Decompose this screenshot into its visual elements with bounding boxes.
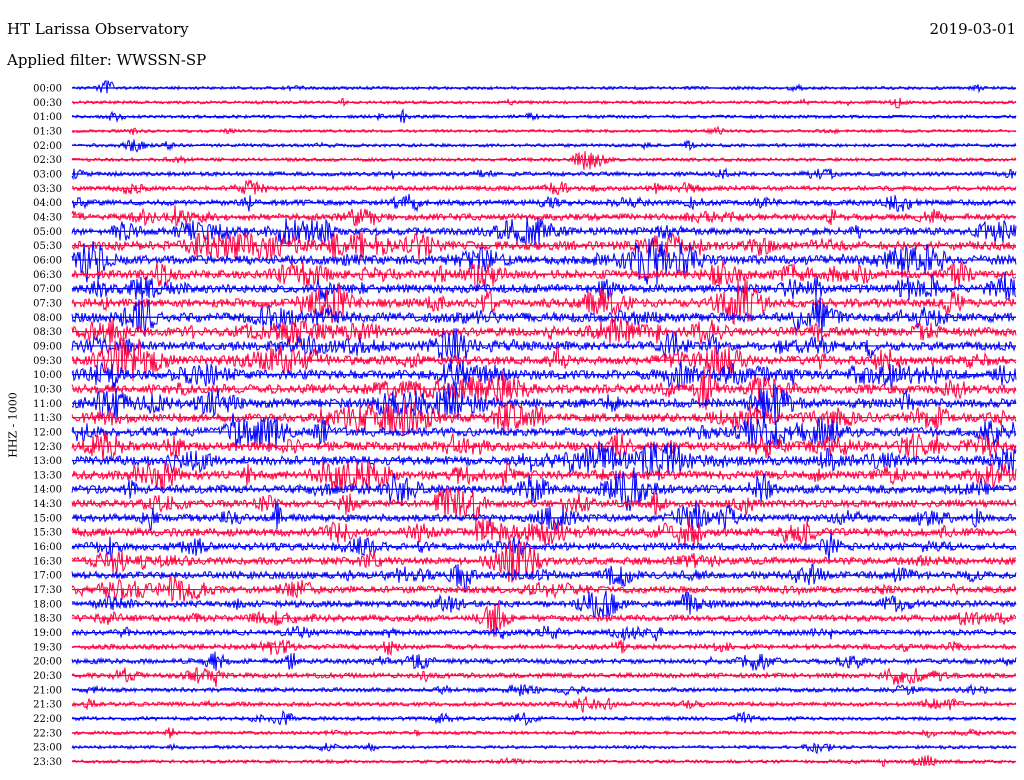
time-tick-label: 03:30 xyxy=(33,184,62,195)
time-tick-label: 00:30 xyxy=(33,98,62,109)
time-tick-label: 14:30 xyxy=(33,499,62,510)
time-tick-label: 23:30 xyxy=(33,757,62,768)
seismic-trace-0630 xyxy=(71,260,1017,292)
seismic-trace-1600 xyxy=(71,532,1017,561)
time-tick-label: 00:00 xyxy=(33,84,62,95)
time-tick-label: 19:00 xyxy=(33,628,62,639)
time-tick-label: 04:00 xyxy=(33,198,62,209)
seismic-trace-2030 xyxy=(71,666,1017,688)
time-tick-label: 19:30 xyxy=(33,642,62,653)
seismic-trace-0330 xyxy=(71,178,1017,196)
time-tick-label: 13:00 xyxy=(33,456,62,467)
time-tick-label: 10:00 xyxy=(33,370,62,381)
time-tick-label: 20:30 xyxy=(33,671,62,682)
time-tick-label: 04:30 xyxy=(33,212,62,223)
seismic-trace-1930 xyxy=(71,639,1017,657)
time-tick-label: 08:30 xyxy=(33,327,62,338)
time-tick-label: 07:30 xyxy=(33,298,62,309)
seismic-trace-1230 xyxy=(71,430,1017,463)
seismic-trace-2300 xyxy=(71,742,1017,755)
seismic-trace-0900 xyxy=(71,328,1017,362)
recording-date: 2019-03-01 xyxy=(929,20,1016,38)
time-tick-label: 17:00 xyxy=(33,571,62,582)
seismic-trace-1630 xyxy=(71,539,1017,583)
seismic-trace-0000 xyxy=(71,80,1017,94)
time-tick-label: 05:00 xyxy=(33,227,62,238)
seismic-trace-1430 xyxy=(71,487,1017,524)
seismic-trace-0600 xyxy=(71,236,1017,285)
seismic-trace-0500 xyxy=(71,217,1017,247)
seismic-trace-0830 xyxy=(71,317,1017,346)
time-tick-label: 06:30 xyxy=(33,270,62,281)
seismic-trace-1730 xyxy=(71,575,1017,603)
time-tick-label: 01:00 xyxy=(33,112,62,123)
time-tick-label: 18:00 xyxy=(33,599,62,610)
time-tick-label: 12:00 xyxy=(33,427,62,438)
seismic-trace-2330 xyxy=(71,755,1017,768)
time-tick-label: 05:30 xyxy=(33,241,62,252)
time-tick-label: 14:00 xyxy=(33,485,62,496)
seismic-trace-0730 xyxy=(71,278,1017,326)
seismic-trace-1000 xyxy=(71,358,1017,391)
time-tick-label: 03:00 xyxy=(33,169,62,180)
time-tick-label: 18:30 xyxy=(33,614,62,625)
seismic-trace-0100 xyxy=(71,108,1017,124)
seismic-trace-1500 xyxy=(71,500,1017,533)
seismic-trace-0230 xyxy=(71,151,1017,170)
seismic-trace-1300 xyxy=(71,441,1017,481)
time-tick-label: 02:00 xyxy=(33,141,62,152)
time-tick-label: 11:30 xyxy=(33,413,62,424)
station-title: HT Larissa Observatory xyxy=(7,20,189,38)
seismic-trace-0430 xyxy=(71,205,1017,227)
time-tick-label: 21:00 xyxy=(33,685,62,696)
time-tick-label: 22:00 xyxy=(33,714,62,725)
time-tick-label: 02:30 xyxy=(33,155,62,166)
seismic-trace-0130 xyxy=(71,125,1017,136)
seismic-trace-1200 xyxy=(71,411,1017,453)
time-tick-label: 09:00 xyxy=(33,341,62,352)
time-tick-label: 16:30 xyxy=(33,556,62,567)
time-tick-label: 22:30 xyxy=(33,728,62,739)
seismic-trace-1030 xyxy=(71,366,1017,411)
time-tick-label: 17:30 xyxy=(33,585,62,596)
time-tick-label: 21:30 xyxy=(33,700,62,711)
time-tick-label: 09:30 xyxy=(33,356,62,367)
time-tick-label: 11:00 xyxy=(33,399,62,410)
seismic-trace-0530 xyxy=(71,230,1017,261)
time-tick-label: 07:00 xyxy=(33,284,62,295)
time-tick-label: 13:30 xyxy=(33,470,62,481)
time-tick-label: 06:00 xyxy=(33,255,62,266)
time-tick-label: 10:30 xyxy=(33,384,62,395)
time-tick-label: 15:00 xyxy=(33,513,62,524)
filter-label: Applied filter: WWSSN-SP xyxy=(7,51,207,69)
time-tick-label: 01:30 xyxy=(33,126,62,137)
seismic-trace-0930 xyxy=(71,336,1017,382)
time-tick-label: 12:30 xyxy=(33,442,62,453)
time-tick-label: 08:00 xyxy=(33,313,62,324)
time-tick-label: 23:00 xyxy=(33,743,62,754)
seismic-trace-2000 xyxy=(71,651,1017,672)
seismic-trace-1830 xyxy=(71,602,1017,638)
time-tick-label: 20:00 xyxy=(33,657,62,668)
seismic-trace-1900 xyxy=(71,625,1017,643)
seismic-trace-1330 xyxy=(71,460,1017,493)
time-tick-label: 16:00 xyxy=(33,542,62,553)
time-tick-label: 15:30 xyxy=(33,528,62,539)
seismic-trace-0700 xyxy=(71,271,1017,302)
